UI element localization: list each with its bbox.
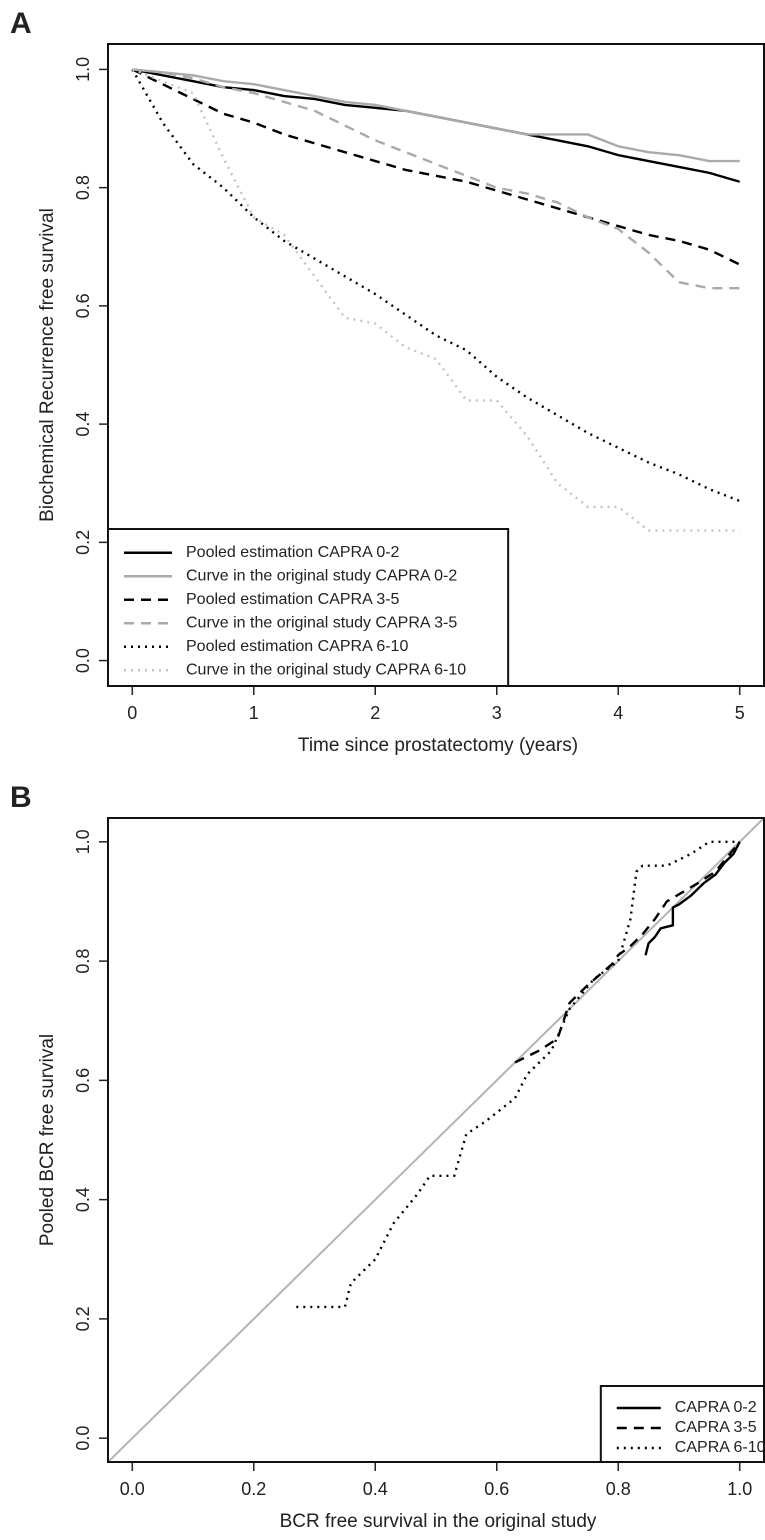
- legend-label: Pooled estimation CAPRA 3-5: [186, 591, 400, 608]
- x-tick-label: 0.2: [241, 1479, 266, 1499]
- series-line: [131, 68, 741, 503]
- legend-label: Curve in the original study CAPRA 3-5: [186, 614, 457, 631]
- y-tick-label: 0.0: [73, 1426, 93, 1451]
- y-tick-label: 0.2: [73, 530, 93, 555]
- y-tick-label: 0.2: [73, 1306, 93, 1331]
- plot-area: [131, 68, 741, 532]
- identity-line: [108, 818, 764, 1462]
- plot-frame: [107, 817, 765, 1463]
- panel-label: A: [10, 7, 32, 40]
- x-tick-label: 0.6: [484, 1479, 509, 1499]
- y-tick-label: 0.6: [73, 1068, 93, 1093]
- x-tick-label: 0.8: [606, 1479, 631, 1499]
- y-tick-label: 1.0: [73, 829, 93, 854]
- x-tick-label: 0.4: [363, 1479, 388, 1499]
- legend-label: CAPRA 0-2: [675, 1399, 757, 1416]
- legend-label: Curve in the original study CAPRA 6-10: [186, 661, 466, 678]
- x-tick-label: 5: [735, 703, 745, 723]
- series-line: [131, 68, 740, 532]
- y-tick-label: 0.6: [73, 293, 93, 318]
- legend-label: CAPRA 6-10: [675, 1439, 765, 1456]
- x-tick-label: 3: [492, 703, 502, 723]
- y-axis-label: Pooled BCR free survival: [37, 1034, 58, 1246]
- series-line: [132, 68, 740, 290]
- y-tick-label: 0.8: [73, 175, 93, 200]
- y-tick-label: 0.4: [73, 1187, 93, 1212]
- x-tick-label: 4: [613, 703, 623, 723]
- x-tick-label: 1: [249, 703, 259, 723]
- series-line: [514, 841, 741, 1064]
- y-tick-label: 0.8: [73, 949, 93, 974]
- x-tick-label: 0: [127, 703, 137, 723]
- series-line: [644, 841, 741, 956]
- y-tick-label: 0.0: [73, 648, 93, 673]
- plot-area: [108, 818, 764, 1462]
- x-axis-label: Time since prostatectomy (years): [298, 735, 578, 756]
- legend-label: CAPRA 3-5: [675, 1419, 757, 1436]
- legend-label: Curve in the original study CAPRA 0-2: [186, 567, 457, 584]
- x-tick-label: 0.0: [120, 1479, 145, 1499]
- panel-label: B: [10, 781, 32, 814]
- y-tick-label: 1.0: [73, 57, 93, 82]
- series-line: [296, 840, 740, 1309]
- series-line: [132, 68, 740, 163]
- legend-label: Pooled estimation CAPRA 6-10: [186, 638, 408, 655]
- legend-label: Pooled estimation CAPRA 0-2: [186, 544, 400, 561]
- y-tick-label: 0.4: [73, 412, 93, 437]
- y-axis-label: Biochemical Recurrence free survival: [37, 208, 58, 522]
- x-axis-label: BCR free survival in the original study: [280, 1511, 597, 1532]
- legend-box: [599, 1385, 765, 1463]
- series-line: [131, 68, 741, 266]
- x-tick-label: 1.0: [727, 1479, 752, 1499]
- legend-box: [107, 528, 510, 687]
- x-tick-label: 2: [370, 703, 380, 723]
